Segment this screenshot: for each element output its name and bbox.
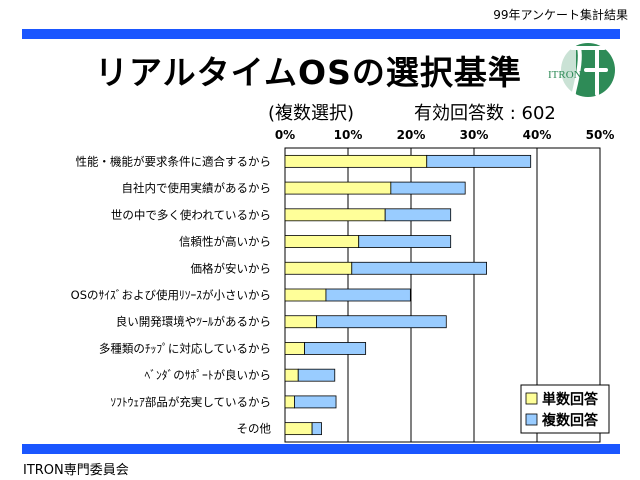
category-label: 自社内で使用実績があるから <box>122 181 272 195</box>
x-tick-label: 40% <box>523 128 552 142</box>
survey-note: 99年アンケート集計結果 <box>493 8 628 22</box>
bar-single <box>284 288 327 302</box>
bar-multiple <box>311 422 322 436</box>
bar-single <box>284 315 317 329</box>
category-label: 良い開発環境やﾂｰﾙがあるから <box>116 315 271 329</box>
x-tick-label: 30% <box>460 128 489 142</box>
x-tick-label: 50% <box>586 128 615 142</box>
logo-text: ITRON <box>548 69 582 81</box>
category-label: ｿﾌﾄｳｪｱ部品が充実しているから <box>110 395 271 409</box>
bar-multiple <box>384 208 452 222</box>
subtitle-multiple-choice: (複数選択) <box>268 103 355 124</box>
bar-multiple <box>294 395 337 409</box>
bar-multiple <box>325 288 411 302</box>
category-label: 多種類のﾁｯﾌﾟに対応しているから <box>99 341 271 355</box>
bar-multiple <box>426 154 532 168</box>
bar-single <box>284 368 299 382</box>
bar-multiple <box>390 181 466 195</box>
itron-logo: ITRON <box>546 40 615 102</box>
x-tick-label: 10% <box>334 128 363 142</box>
legend-swatch <box>525 392 538 405</box>
top-band <box>22 29 620 39</box>
legend-label: 複数回答 <box>541 412 599 429</box>
bar-multiple <box>351 261 488 275</box>
category-label: 世の中で多く使われているから <box>111 208 271 222</box>
category-label: ﾍﾞﾝﾀﾞのｻﾎﾟｰﾄが良いから <box>145 368 272 382</box>
bar-single <box>284 342 305 355</box>
bottom-band <box>22 444 620 454</box>
bar-multiple <box>316 315 447 329</box>
legend-label: 単数回答 <box>542 391 599 408</box>
category-label: OSのｻｲｽﾞおよび使用ﾘｿｰｽが小さいから <box>71 288 271 302</box>
category-label: 信頼性が高いから <box>179 235 271 249</box>
bar-multiple <box>304 342 367 355</box>
footer-text: ITRON専門委員会 <box>23 463 129 478</box>
bar-single <box>284 395 295 409</box>
category-label: 性能・機能が要求条件に適合するから <box>76 154 272 168</box>
x-tick-label: 0% <box>275 128 295 142</box>
bar-single <box>284 235 360 248</box>
legend-swatch <box>525 413 538 426</box>
bar-single <box>284 181 392 195</box>
bar-single <box>284 261 353 275</box>
bar-multiple <box>358 235 452 248</box>
bar-single <box>284 154 428 168</box>
bar-multiple <box>297 368 336 382</box>
bar-single <box>284 422 313 436</box>
category-label: その他 <box>237 422 272 436</box>
bar-single <box>284 208 386 222</box>
x-tick-label: 20% <box>397 128 426 142</box>
subtitle-response-count: 有効回答数 : 602 <box>414 103 556 124</box>
page-title: リアルタイムOSの選択基準 <box>95 53 522 92</box>
category-label: 価格が安いから <box>191 261 272 275</box>
